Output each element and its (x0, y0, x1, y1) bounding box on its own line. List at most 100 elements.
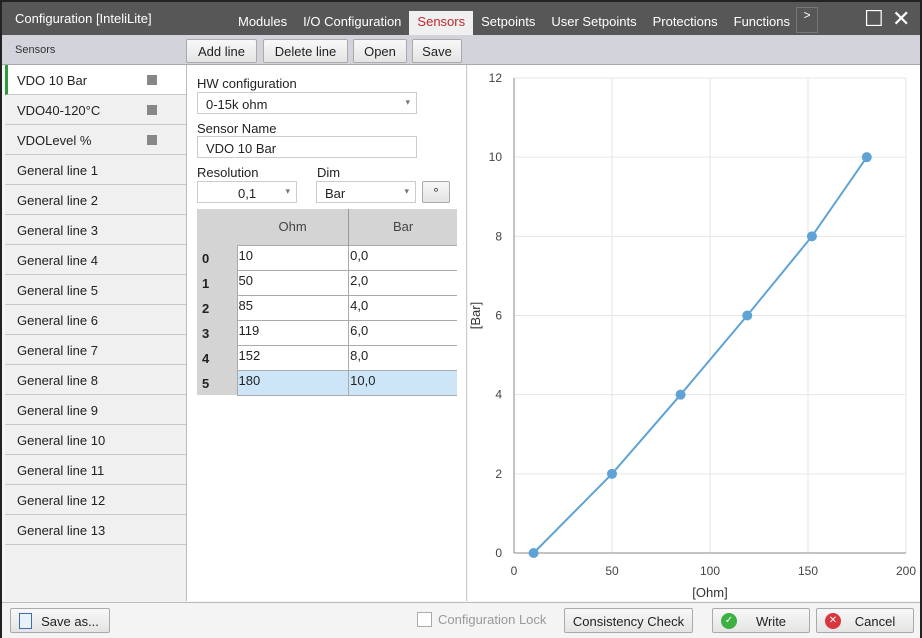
save-file-icon (19, 613, 32, 629)
config-lock-label: Configuration Lock (438, 612, 547, 627)
window-title: Configuration [InteliLite] (15, 11, 152, 26)
tab-protections[interactable]: Protections (652, 14, 718, 29)
series-line (532, 156, 868, 554)
sidebar-item[interactable]: General line 2 (5, 185, 186, 215)
consistency-check-button[interactable]: Consistency Check (564, 608, 693, 633)
sidebar-item-label: General line 1 (17, 163, 98, 178)
y-tick-label: 6 (495, 309, 502, 323)
write-button[interactable]: ✓ Write (712, 608, 810, 633)
x-tick-label: 150 (798, 564, 818, 578)
sidebar-item[interactable]: General line 3 (5, 215, 186, 245)
sidebar-item[interactable]: General line 5 (5, 275, 186, 305)
open-button[interactable]: Open (353, 39, 407, 63)
add-line-button[interactable]: Add line (186, 39, 257, 63)
bar-cell[interactable]: 10,0 (348, 369, 457, 396)
sidebar-item[interactable]: VDO40-120°C (5, 95, 186, 125)
data-point (528, 548, 539, 558)
data-point (861, 152, 872, 163)
row-index: 5 (197, 370, 237, 395)
sidebar-item-label: General line 3 (17, 223, 98, 238)
sidebar-item[interactable]: General line 13 (5, 515, 186, 545)
save-as-button[interactable]: Save as... (10, 608, 110, 633)
sidebar-item[interactable]: General line 7 (5, 335, 186, 365)
ohm-cell[interactable]: 10 (236, 244, 350, 271)
table-row[interactable]: 5 180 10,0 (197, 369, 457, 396)
more-tabs-button[interactable]: > (796, 7, 818, 33)
sidebar-item[interactable]: General line 12 (5, 485, 186, 515)
dim-label: Dim (317, 165, 341, 180)
sensor-marker-icon (147, 75, 157, 85)
sidebar-item[interactable]: General line 11 (5, 455, 186, 485)
save-button[interactable]: Save (412, 39, 462, 63)
resolution-value: 0,1 (238, 186, 257, 201)
bar-cell[interactable]: 0,0 (348, 244, 457, 271)
ohm-cell[interactable]: 119 (236, 319, 350, 346)
ohm-cell[interactable]: 85 (236, 294, 350, 321)
y-tick-label: 10 (489, 150, 503, 164)
sidebar-item-label: VDOLevel % (17, 133, 92, 148)
resolution-dropdown[interactable]: 0,1 (197, 181, 297, 203)
config-lock-checkbox[interactable] (417, 612, 432, 627)
degree-button[interactable]: ° (422, 181, 450, 203)
hw-config-value: 0-15k ohm (206, 97, 268, 112)
ohm-cell[interactable]: 180 (236, 369, 350, 396)
table-row[interactable]: 1 50 2,0 (197, 269, 457, 296)
index-header (197, 209, 237, 245)
bar-cell[interactable]: 8,0 (348, 344, 457, 371)
sidebar-item[interactable]: General line 4 (5, 245, 186, 275)
sensor-marker-icon (147, 105, 157, 115)
table-row[interactable]: 4 152 8,0 (197, 344, 457, 371)
sidebar-item[interactable]: General line 8 (5, 365, 186, 395)
close-icon[interactable]: ✕ (892, 6, 911, 31)
table-row[interactable]: 0 10 0,0 (197, 244, 457, 271)
maximize-icon[interactable]: ☐ (864, 6, 884, 31)
row-index: 1 (197, 270, 237, 295)
ohm-cell[interactable]: 50 (236, 269, 350, 296)
tab-io-configuration[interactable]: I/O Configuration (303, 14, 402, 29)
check-icon: ✓ (721, 613, 737, 629)
sidebar-item-label: General line 2 (17, 193, 98, 208)
sidebar-item[interactable]: General line 1 (5, 155, 186, 185)
sidebar-item[interactable]: VDOLevel % (5, 125, 186, 155)
bar-cell[interactable]: 6,0 (348, 319, 457, 346)
sidebar-item[interactable]: General line 10 (5, 425, 186, 455)
sidebar-item-label: General line 10 (17, 433, 106, 448)
hw-config-dropdown[interactable]: 0-15k ohm (197, 92, 417, 114)
sidebar-item-label: General line 4 (17, 253, 98, 268)
tab-setpoints[interactable]: Setpoints (481, 14, 536, 29)
write-label: Write (755, 614, 787, 629)
dim-dropdown[interactable]: Bar (316, 181, 416, 203)
sidebar-item-label: General line 6 (17, 313, 98, 328)
bar-cell[interactable]: 4,0 (348, 294, 457, 321)
y-tick-label: 8 (495, 229, 502, 243)
bar-cell[interactable]: 2,0 (348, 269, 457, 296)
sidebar-item-label: General line 13 (17, 523, 106, 538)
sidebar-item[interactable]: VDO 10 Bar (5, 65, 186, 95)
cancel-icon: ✕ (825, 613, 841, 629)
sidebar-item[interactable]: General line 9 (5, 395, 186, 425)
ohm-cell[interactable]: 152 (236, 344, 350, 371)
sensor-name-input[interactable]: VDO 10 Bar (197, 136, 417, 158)
y-axis-label: [Bar] (468, 302, 483, 329)
cancel-label: Cancel (854, 614, 896, 629)
tab-user-setpoints[interactable]: User Setpoints (551, 14, 637, 29)
x-axis-label: [Ohm] (692, 585, 727, 600)
sidebar-item-label: VDO40-120°C (17, 103, 101, 118)
x-tick-label: 50 (605, 564, 619, 578)
sidebar-item[interactable]: General line 6 (5, 305, 186, 335)
table-row[interactable]: 2 85 4,0 (197, 294, 457, 321)
tab-sensors[interactable]: Sensors (409, 11, 474, 35)
title-bar: Configuration [InteliLite] Modules I/O C… (2, 2, 920, 35)
sensor-chart: 0 50 100 150 200 0 2 4 6 8 10 12 [Ohm] [Bar] (468, 65, 920, 601)
sidebar-item-label: VDO 10 Bar (17, 73, 88, 88)
table-row[interactable]: 3 119 6,0 (197, 319, 457, 346)
y-tick-label: 2 (495, 467, 502, 481)
sensor-marker-icon (147, 135, 157, 145)
delete-line-button[interactable]: Delete line (263, 39, 348, 63)
resolution-label: Resolution (197, 165, 259, 180)
sensor-list: VDO 10 Bar VDO40-120°C VDOLevel % General l… (5, 65, 187, 601)
tab-functions[interactable]: Functions (733, 14, 791, 29)
cancel-button[interactable]: ✕ Cancel (816, 608, 914, 633)
tab-modules[interactable]: Modules (238, 14, 288, 29)
